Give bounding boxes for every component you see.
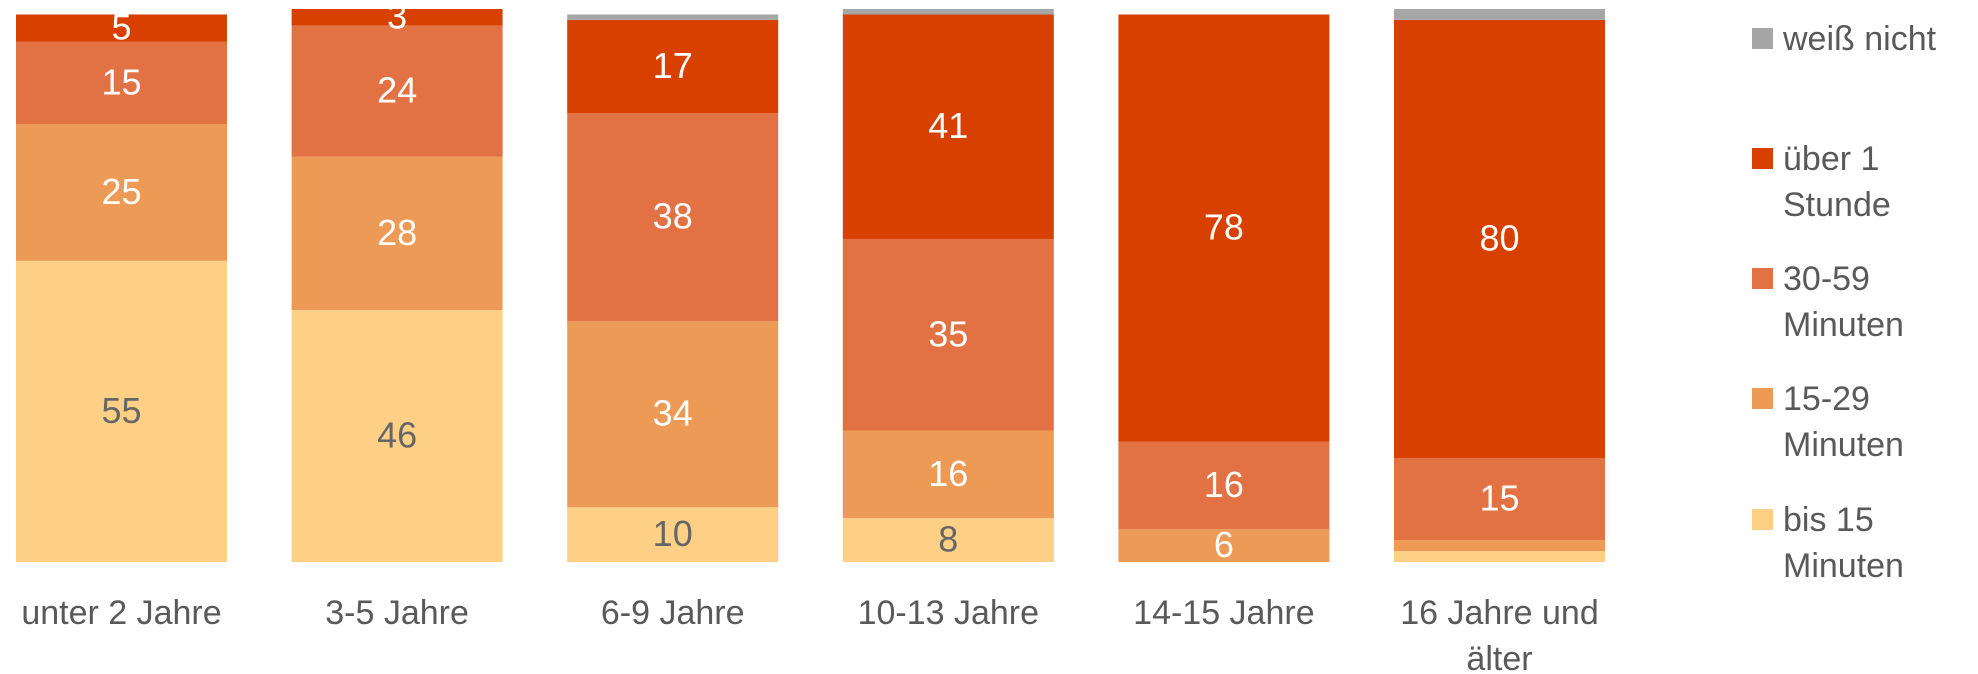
- legend-label: über 1 Stunde: [1783, 140, 1891, 224]
- x-tick-label: unter 2 Jahre: [21, 594, 222, 632]
- data-label: 78: [1204, 207, 1244, 248]
- bar-segment: [842, 238, 1054, 431]
- data-label: 3: [387, 0, 407, 37]
- bar-segment: [1394, 551, 1605, 562]
- bar-segment: [842, 430, 1054, 519]
- bar-segment: [1118, 529, 1330, 562]
- x-tick-label: 16 Jahre und älter: [1400, 594, 1599, 674]
- bar-segment: [1394, 457, 1605, 541]
- legend-label: 30-59 Minuten: [1783, 260, 1904, 344]
- bar-segment: [567, 19, 779, 114]
- data-label: 24: [377, 70, 417, 111]
- bar-segment: [567, 14, 779, 20]
- data-label: 46: [377, 415, 417, 456]
- bar-segment: [1394, 19, 1605, 458]
- data-label: 17: [653, 45, 693, 86]
- data-label: 15: [1479, 478, 1519, 519]
- x-tick-label: 3-5 Jahre: [325, 594, 469, 632]
- data-label: 80: [1479, 217, 1519, 258]
- bar-segment: [16, 123, 227, 261]
- plot: 55 25 15 5 46 28 24 3 10 34 38 17 8 16 35 41 6 16 78 15 80: [16, 0, 1605, 565]
- bar-segment: [291, 310, 503, 562]
- bar-segment: [291, 9, 503, 26]
- data-label: 5: [111, 7, 131, 48]
- bar-segment: [842, 9, 1054, 15]
- data-label: 6: [1214, 524, 1234, 565]
- data-label: 16: [928, 453, 968, 494]
- x-tick-label: 10-13 Jahre: [857, 594, 1040, 632]
- bar-segment: [567, 507, 779, 562]
- legend-label: 15-29 Minuten: [1783, 380, 1904, 464]
- legend-swatch: [1752, 148, 1773, 169]
- legend-swatch: [1752, 509, 1773, 530]
- bar-segment: [291, 156, 503, 311]
- data-label: 41: [928, 105, 968, 146]
- legend-swatch: [1752, 28, 1773, 49]
- bar-segment: [16, 14, 227, 42]
- data-label: 38: [653, 196, 693, 237]
- bar-segment: [16, 260, 227, 562]
- data-label: 8: [938, 519, 958, 560]
- data-label: 10: [653, 513, 693, 554]
- bar-segment: [842, 14, 1054, 239]
- data-label: 34: [653, 393, 693, 434]
- data-label: 16: [1204, 464, 1244, 505]
- data-label: 55: [101, 390, 141, 431]
- legend-swatch: [1752, 268, 1773, 289]
- bar-segment: [842, 518, 1054, 562]
- bar-segment: [1394, 9, 1605, 20]
- bar-segment: [16, 41, 227, 124]
- bar-segment: [1394, 540, 1605, 552]
- data-label: 25: [101, 171, 141, 212]
- bar-segment: [567, 321, 779, 508]
- x-tick-label: 6-9 Jahre: [600, 594, 745, 632]
- data-label: 15: [101, 61, 141, 102]
- data-label: 28: [377, 212, 417, 253]
- bar-segment: [1118, 14, 1330, 442]
- legend-label: bis 15 Minuten: [1783, 501, 1904, 585]
- x-tick-label: 14-15 Jahre: [1133, 594, 1315, 632]
- bar-segment: [291, 25, 503, 157]
- bar-segment: [1118, 441, 1330, 530]
- legend-label: weiß nicht: [1783, 20, 1937, 58]
- legend-swatch: [1752, 388, 1773, 409]
- bar-segment: [567, 113, 779, 322]
- data-label: 35: [928, 313, 968, 354]
